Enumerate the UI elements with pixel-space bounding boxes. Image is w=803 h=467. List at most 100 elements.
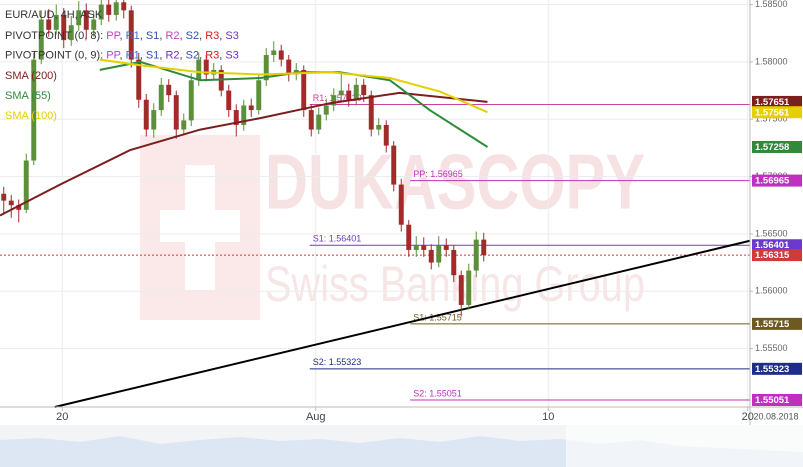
- candle-body: [256, 80, 262, 111]
- sma-line: [0, 91, 488, 217]
- legend-item: PIVOTPOINT (0, 8):: [5, 30, 106, 42]
- date-label: 20.08.2018: [753, 411, 798, 421]
- candle-body: [443, 245, 449, 250]
- candle-body: [481, 239, 487, 256]
- legend-item: S1: [146, 49, 159, 61]
- y-tick-label: 1.56000: [755, 286, 788, 296]
- pivot-label: S1: 1.55715: [413, 312, 462, 322]
- legend-item: PIVOTPOINT (0, 9):: [5, 49, 106, 61]
- candle-body: [383, 124, 389, 146]
- candle-body: [83, 10, 89, 30]
- watermark: DUKASCOPY Swiss Banking Group: [140, 135, 645, 320]
- watermark-title: DUKASCOPY: [265, 138, 645, 226]
- legend-item: R1: [126, 49, 140, 61]
- candle-body: [346, 90, 352, 100]
- candle-body: [76, 10, 82, 26]
- candle-body: [166, 84, 172, 96]
- y-tick-label: 1.56500: [755, 228, 788, 238]
- price-box-label: 1.56401: [755, 240, 790, 251]
- legend-item: ,: [199, 30, 205, 42]
- candle-body: [473, 239, 479, 271]
- x-tick-label: 10: [542, 411, 554, 423]
- candle-body: [286, 59, 292, 75]
- legend-item: R2: [165, 30, 179, 42]
- candle-body: [413, 245, 419, 250]
- y-tick-label: 1.57500: [755, 114, 788, 124]
- navigator-window[interactable]: [566, 425, 803, 467]
- candle-body: [31, 59, 37, 161]
- candle-body: [263, 55, 269, 81]
- axes: 1.555001.560001.565001.570001.575001.580…: [56, 0, 802, 423]
- candle-body: [8, 200, 14, 206]
- legend-item: ,: [140, 30, 146, 42]
- candle-body: [181, 120, 187, 130]
- candle-body: [323, 105, 329, 115]
- candle-body: [91, 19, 97, 30]
- candle-body: [46, 19, 52, 30]
- candle-body: [451, 249, 457, 276]
- plot: R1: 1.57629 PP: 1.56965 S1: 1.56401 S1: 1.5…: [0, 0, 751, 408]
- candle-body: [466, 270, 472, 305]
- candle-body: [391, 145, 397, 185]
- candle-body: [421, 245, 427, 250]
- candle-body: [398, 184, 404, 225]
- pivot-label: PP: 1.56965: [413, 169, 463, 179]
- pivot-label: R1: 1.57629: [313, 93, 362, 103]
- candle-body: [203, 59, 209, 75]
- candle-body: [316, 114, 322, 130]
- pivot-label: S2: 1.55051: [413, 388, 462, 398]
- candle-body: [271, 50, 277, 56]
- price-box: [752, 249, 802, 262]
- price-box: [752, 140, 802, 153]
- candle-body: [128, 10, 134, 60]
- candle-body: [38, 19, 44, 60]
- legend-item: S2: [186, 30, 199, 42]
- candle-body: [406, 224, 412, 250]
- price-box-label: 1.55323: [755, 364, 789, 375]
- candle-body: [241, 105, 247, 125]
- chart-title: EUR/AUD, 4H, ASK: [5, 9, 103, 21]
- candle-body: [331, 95, 337, 106]
- pivot-label: S2: 1.55323: [313, 357, 362, 367]
- candle-body: [158, 84, 164, 111]
- legend-entry: SMA (55): [5, 90, 51, 102]
- price-box-label: 1.55715: [755, 319, 790, 330]
- legend-item: S3: [225, 49, 238, 61]
- price-box: [752, 106, 802, 119]
- watermark-logo-cross: [160, 210, 240, 242]
- price-box-label: 1.56315: [755, 250, 790, 261]
- legend-entry: SMA (200): [5, 70, 57, 82]
- candle-body: [61, 14, 67, 41]
- price-box-label: 1.56965: [755, 176, 790, 187]
- candle-body: [308, 110, 314, 130]
- legend-item: S2: [186, 49, 199, 61]
- legend-item: PP: [106, 30, 120, 42]
- price-box-label: 1.55051: [755, 395, 790, 406]
- candle-body: [428, 249, 434, 263]
- y-tick-label: 1.58000: [755, 56, 788, 66]
- candle-body: [106, 4, 112, 15]
- legend-item: PP: [106, 49, 120, 61]
- candle-body: [353, 84, 359, 100]
- candle-body: [151, 110, 157, 130]
- legend-item: R2: [165, 49, 179, 61]
- candle-body: [196, 59, 202, 81]
- candle-body: [376, 124, 382, 130]
- y-tick-label: 1.58500: [755, 0, 788, 9]
- legend-item: R1: [126, 30, 140, 42]
- legend-item: S3: [225, 30, 238, 42]
- x-tick-label: 20: [56, 411, 68, 423]
- candle-body: [53, 14, 59, 30]
- candle-body: [23, 160, 29, 210]
- y-tick-label: 1.55500: [755, 343, 788, 353]
- legend-item: ,: [140, 49, 146, 61]
- price-box: [752, 174, 802, 187]
- price-box: [752, 394, 802, 407]
- candle-body: [16, 205, 22, 210]
- legend-item: ,: [199, 49, 205, 61]
- trendline: [54, 239, 751, 408]
- candle-body: [248, 105, 254, 111]
- grid: [0, 0, 750, 407]
- legend-item: ,: [219, 30, 225, 42]
